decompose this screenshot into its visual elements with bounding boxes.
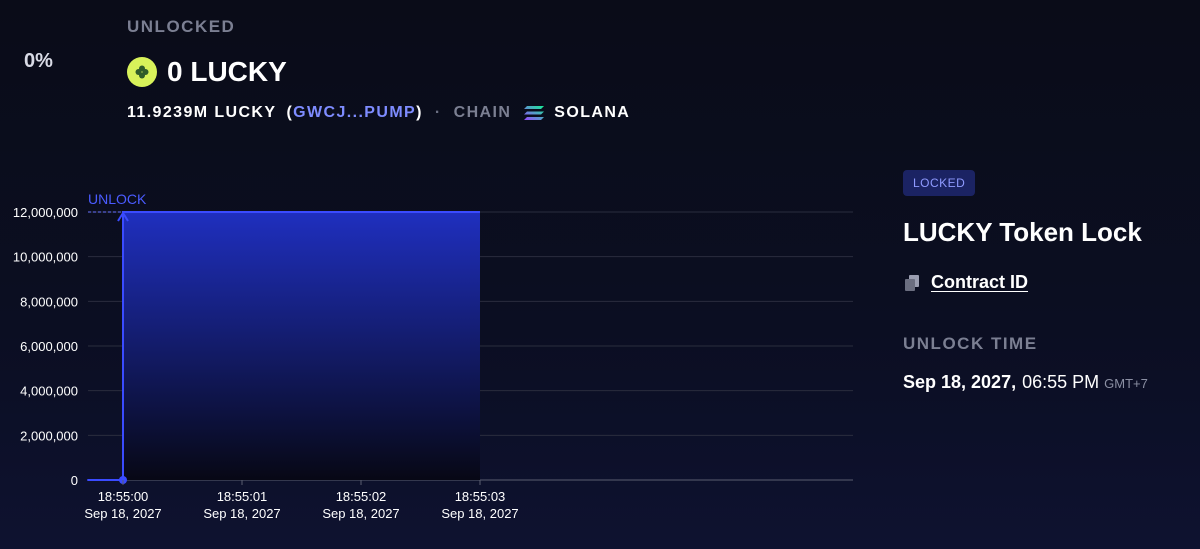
y-tick-label: 2,000,000 bbox=[20, 428, 78, 443]
unlock-time: Sep 18, 2027, 06:55 PM GMT+7 bbox=[903, 372, 1148, 393]
unlocked-percent: 0% bbox=[24, 50, 53, 72]
unlocked-amount: 0 LUCKY bbox=[167, 56, 287, 87]
unlock-chart: 0 2,000,000 4,000,000 6,000,000 8,000,000 10,… bbox=[0, 185, 870, 530]
y-tick-label: 10,000,000 bbox=[13, 250, 78, 265]
locked-amount-area bbox=[87, 212, 481, 480]
x-tick-time: 18:55:00 bbox=[98, 489, 149, 504]
y-tick-label: 0 bbox=[71, 473, 78, 488]
unlock-time-label: UNLOCK TIME bbox=[903, 334, 1038, 353]
chain-label: CHAIN bbox=[453, 104, 512, 121]
open-paren: ( bbox=[286, 104, 294, 121]
y-tick-label: 12,000,000 bbox=[13, 205, 78, 220]
unlock-annotation: UNLOCK bbox=[88, 191, 147, 207]
unlocked-label: UNLOCKED bbox=[127, 17, 236, 36]
x-tick-date: Sep 18, 2027 bbox=[203, 506, 280, 521]
solana-icon bbox=[524, 106, 545, 120]
status-badge: LOCKED bbox=[903, 170, 976, 196]
y-tick-label: 8,000,000 bbox=[20, 294, 78, 309]
x-tick-date: Sep 18, 2027 bbox=[322, 506, 399, 521]
unlock-arrow bbox=[117, 211, 129, 222]
y-tick-label: 4,000,000 bbox=[20, 384, 78, 399]
total-supply: 11.9239M LUCKY bbox=[127, 104, 277, 121]
lock-title: LUCKY Token Lock bbox=[903, 217, 1142, 247]
unlock-clock: 06:55 PM bbox=[1022, 372, 1100, 392]
x-tick-time: 18:55:01 bbox=[217, 489, 268, 504]
chain-name: SOLANA bbox=[554, 104, 631, 121]
x-tick-time: 18:55:03 bbox=[455, 489, 506, 504]
x-tick-date: Sep 18, 2027 bbox=[441, 506, 518, 521]
token-meta-row: 11.9239M LUCKY ( GWCJ...PUMP ) · CHAIN S… bbox=[127, 104, 630, 122]
copy-icon[interactable] bbox=[905, 274, 919, 291]
y-tick-label: 6,000,000 bbox=[20, 339, 78, 354]
separator-dot: · bbox=[434, 104, 442, 121]
unlock-date: Sep 18, 2027, bbox=[903, 372, 1017, 392]
x-tick-date: Sep 18, 2027 bbox=[84, 506, 161, 521]
token-address-link[interactable]: GWCJ...PUMP bbox=[293, 104, 417, 121]
x-tick-time: 18:55:02 bbox=[336, 489, 387, 504]
unlocked-amount-row: 0 LUCKY bbox=[127, 56, 287, 88]
contract-id-link[interactable]: Contract ID bbox=[931, 272, 1029, 292]
clover-token-icon bbox=[127, 57, 157, 87]
locked-amount-line bbox=[87, 211, 480, 481]
unlock-chart-svg: 0 2,000,000 4,000,000 6,000,000 8,000,000 10,… bbox=[13, 191, 853, 521]
timezone: GMT+7 bbox=[1104, 376, 1148, 391]
contract-row[interactable]: Contract ID bbox=[905, 272, 1028, 293]
close-paren: ) bbox=[416, 104, 423, 121]
